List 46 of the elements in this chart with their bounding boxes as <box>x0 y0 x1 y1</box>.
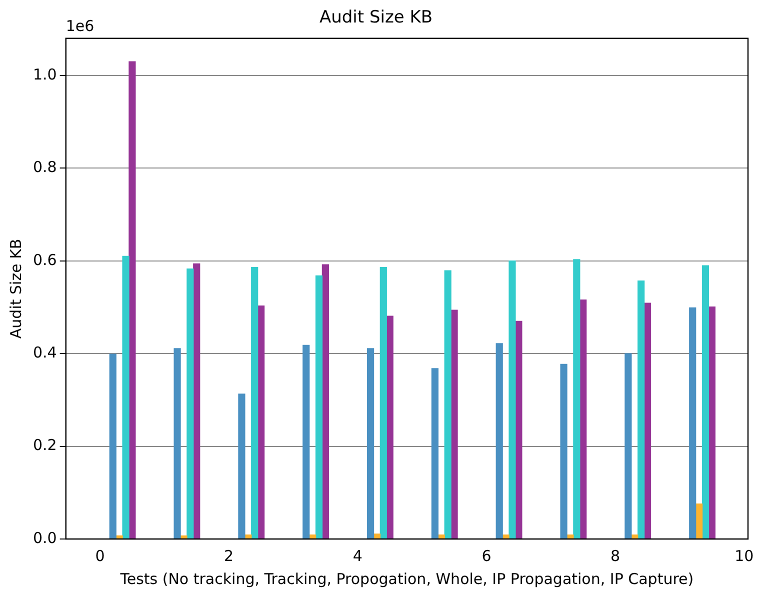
bar <box>702 265 710 539</box>
bar <box>695 503 703 539</box>
chart-title: Audit Size KB <box>319 8 433 28</box>
bar <box>322 264 329 539</box>
text: 1e6 <box>66 16 94 35</box>
bar <box>386 316 394 539</box>
bar <box>238 394 246 539</box>
bar <box>128 61 136 539</box>
bar <box>708 306 716 539</box>
bar <box>580 299 587 539</box>
bar <box>444 270 452 539</box>
x-tick-label: 2 <box>224 546 234 565</box>
y-tick-label: 0.2 <box>32 436 57 454</box>
bar <box>366 348 374 539</box>
bar <box>257 306 265 539</box>
bar <box>624 353 632 539</box>
bar <box>186 268 194 539</box>
bar <box>122 256 130 539</box>
y-tick-label: 0.4 <box>32 343 57 362</box>
bar <box>380 267 387 539</box>
y-tick-label: 0.8 <box>32 158 57 176</box>
y-tick-label: 1.0 <box>32 65 57 84</box>
x-tick-label: 10 <box>734 546 754 565</box>
y-tick-label: 0.6 <box>32 250 57 269</box>
bar <box>644 302 652 539</box>
bar <box>431 368 438 539</box>
bar <box>450 310 458 539</box>
bar <box>174 348 181 539</box>
y-tick-label: 0.0 <box>32 528 57 547</box>
x-tick-label: 8 <box>610 546 620 565</box>
bar <box>573 259 580 539</box>
bar <box>689 307 696 539</box>
bar <box>496 343 503 539</box>
x-tick-label: 0 <box>95 546 105 565</box>
y-axis-title: Audit Size KB <box>6 238 25 339</box>
bar <box>302 344 310 539</box>
bar <box>251 267 258 539</box>
bar <box>193 263 200 539</box>
x-tick-label: 6 <box>482 546 492 565</box>
x-axis-title: Tests (No tracking, Tracking, Propogation, Whole, IP Propagation, IP Capture) <box>119 570 694 588</box>
bar <box>638 280 645 539</box>
bar <box>315 275 323 539</box>
bar <box>109 354 116 539</box>
bar <box>508 260 516 539</box>
x-tick-label: 4 <box>352 546 362 565</box>
bar <box>560 364 568 539</box>
